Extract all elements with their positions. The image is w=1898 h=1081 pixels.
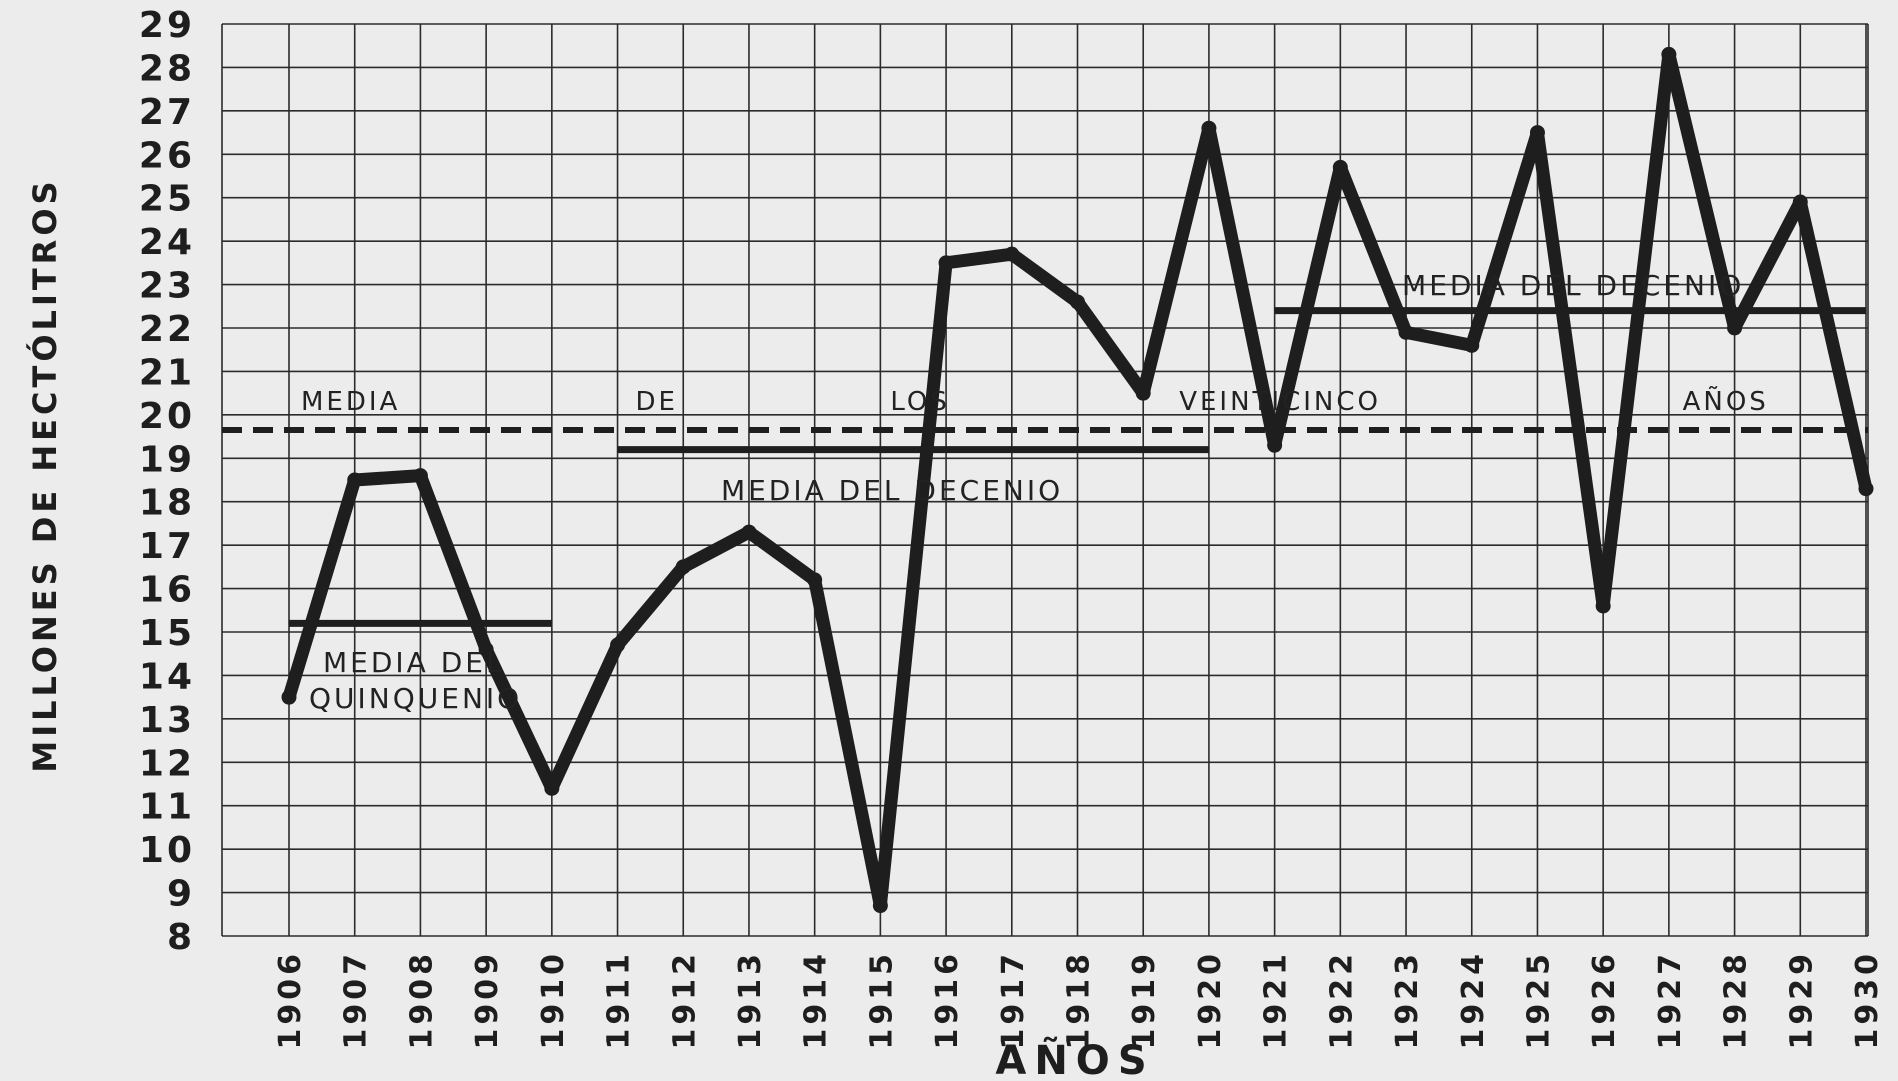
y-tick-label: 9 bbox=[167, 874, 195, 915]
y-tick-label: 18 bbox=[139, 483, 195, 524]
x-tick-label: 1916 bbox=[930, 950, 965, 1050]
annotation-overall-average: MEDIA bbox=[301, 387, 400, 417]
x-tick-label: 1918 bbox=[1062, 950, 1097, 1050]
data-point bbox=[1661, 46, 1677, 62]
y-tick-label: 13 bbox=[139, 700, 195, 741]
x-tick-label: 1928 bbox=[1719, 950, 1754, 1050]
data-points bbox=[281, 46, 1874, 914]
y-tick-label: 15 bbox=[139, 613, 195, 654]
y-tick-label: 25 bbox=[139, 179, 195, 220]
x-axis-label: AÑOS bbox=[995, 1036, 1154, 1081]
y-tick-label: 12 bbox=[139, 743, 195, 784]
y-tick-label: 22 bbox=[139, 309, 195, 350]
data-point bbox=[938, 255, 954, 271]
x-tick-label: 1917 bbox=[996, 950, 1031, 1050]
data-point bbox=[1595, 598, 1611, 614]
data-point bbox=[1070, 294, 1085, 310]
data-point bbox=[1135, 385, 1151, 401]
x-tick-label: 1915 bbox=[864, 950, 899, 1050]
data-point bbox=[1332, 159, 1348, 175]
y-tick-label: 27 bbox=[139, 92, 195, 133]
data-point bbox=[675, 559, 691, 575]
x-tick-label: 1911 bbox=[602, 950, 637, 1050]
data-point bbox=[412, 468, 428, 484]
y-tick-label: 28 bbox=[139, 48, 195, 89]
y-tick-label: 26 bbox=[139, 135, 195, 176]
x-tick-label: 1913 bbox=[733, 950, 768, 1050]
y-tick-label: 14 bbox=[139, 656, 195, 697]
x-tick-label: 1919 bbox=[1127, 950, 1162, 1050]
annotation-overall-average: LOS bbox=[890, 387, 950, 417]
y-tick-label: 10 bbox=[139, 830, 195, 871]
annotation-decade-average-1911-1920: MEDIA DEL DECENIO bbox=[721, 474, 1063, 507]
x-tick-label: 1926 bbox=[1587, 950, 1622, 1050]
data-point bbox=[610, 637, 626, 653]
x-tick-label: 1906 bbox=[273, 950, 308, 1050]
annotation-decade-average-1921-1930: MEDIA DEL DECENIO bbox=[1402, 269, 1744, 302]
x-tick-label: 1924 bbox=[1456, 950, 1491, 1050]
data-point bbox=[478, 641, 494, 657]
x-tick-label: 1910 bbox=[536, 950, 571, 1050]
x-tick-label: 1925 bbox=[1521, 950, 1556, 1050]
y-tick-label: 21 bbox=[139, 352, 195, 393]
data-point bbox=[347, 472, 363, 488]
data-point bbox=[1464, 337, 1480, 353]
y-tick-label: 20 bbox=[139, 396, 195, 437]
y-axis-label: MILLONES DE HECTÓLITROS bbox=[25, 177, 64, 772]
y-tick-label: 8 bbox=[167, 917, 195, 958]
x-tick-label: 1914 bbox=[799, 950, 834, 1050]
data-point bbox=[807, 572, 823, 588]
data-point bbox=[1267, 437, 1283, 453]
x-tick-label: 1922 bbox=[1324, 950, 1359, 1050]
x-tick-label: 1907 bbox=[339, 950, 374, 1050]
y-tick-label: 24 bbox=[139, 222, 195, 263]
y-tick-label: 16 bbox=[139, 570, 195, 611]
x-tick-label: 1908 bbox=[404, 950, 439, 1050]
data-point bbox=[1858, 481, 1874, 497]
reference-lines bbox=[222, 307, 1868, 627]
x-tick-label: 1909 bbox=[470, 950, 505, 1050]
data-point bbox=[1201, 120, 1217, 136]
data-point bbox=[872, 898, 888, 914]
data-point bbox=[741, 524, 757, 540]
x-axis-tick-labels: 1906 1907 1908 1909 1910 1911 1912 1913 1914 1915… bbox=[273, 950, 1885, 1050]
data-point bbox=[1398, 324, 1414, 340]
annotation-quinquennium-average: QUINQUENIO bbox=[309, 682, 522, 715]
y-axis-tick-labels: 8910111213141516171819202122232425262728… bbox=[139, 5, 195, 958]
x-tick-label: 1930 bbox=[1850, 950, 1885, 1050]
y-tick-label: 23 bbox=[139, 266, 195, 307]
x-tick-label: 1921 bbox=[1259, 950, 1294, 1050]
y-tick-label: 17 bbox=[139, 526, 195, 567]
annotation-overall-average: AÑOS bbox=[1683, 385, 1769, 417]
x-tick-label: 1923 bbox=[1390, 950, 1425, 1050]
annotation-overall-average: DE bbox=[636, 387, 678, 417]
y-tick-label: 29 bbox=[139, 5, 195, 46]
y-tick-label: 19 bbox=[139, 439, 195, 480]
x-tick-label: 1920 bbox=[1193, 950, 1228, 1050]
data-point bbox=[1529, 125, 1545, 141]
annotation-quinquennium-average: MEDIA DEL bbox=[323, 646, 505, 679]
data-point bbox=[1727, 320, 1743, 336]
y-tick-label: 11 bbox=[139, 787, 195, 828]
x-tick-label: 1929 bbox=[1784, 950, 1819, 1050]
data-point bbox=[544, 780, 560, 796]
x-tick-label: 1912 bbox=[667, 950, 702, 1050]
data-point bbox=[1004, 246, 1020, 262]
data-point bbox=[1792, 194, 1808, 210]
annotation-overall-average: VEINTICINCO bbox=[1179, 387, 1381, 417]
data-point bbox=[281, 689, 297, 705]
x-tick-label: 1927 bbox=[1653, 950, 1688, 1050]
